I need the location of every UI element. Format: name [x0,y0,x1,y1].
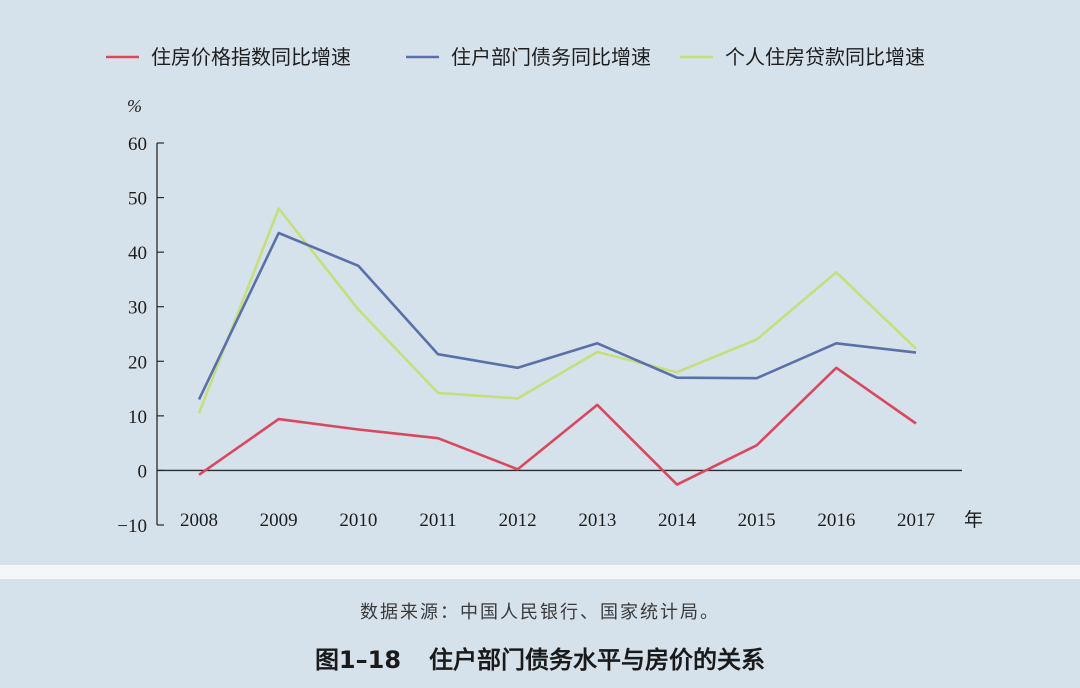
y-tick-label: 30 [128,298,147,319]
y-tick-label: 10 [128,407,147,428]
y-tick-label: 50 [128,189,147,210]
x-tick-label: 2012 [499,510,537,531]
x-tick-label: 2008 [180,510,218,531]
y-tick-label: 60 [128,134,147,155]
series-line-0 [198,366,917,486]
series-lines [197,207,917,486]
x-tick-label: 2009 [260,510,298,531]
y-tick-labels: 60 50 40 30 20 10 0 −10 [117,134,164,537]
series-line-1 [197,231,917,401]
legend: 住房价格指数同比增速 住户部门债务同比增速 个人住房贷款同比增速 [106,45,925,69]
x-tick-label: 2014 [658,510,697,531]
divider [0,565,1080,579]
legend-label: 住房价格指数同比增速 [151,45,351,69]
x-tick-label: 2011 [419,510,456,531]
x-unit-label: 年 [964,509,983,531]
x-tick-label: 2015 [738,510,776,531]
data-source-note: 数据来源：中国人民银行、国家统计局。 [360,602,720,623]
x-tick-label: 2010 [339,510,377,531]
series-line-2 [197,207,917,414]
figure-caption: 图1–18 住户部门债务水平与房价的关系 [0,640,1080,675]
x-tick-label: 2017 [897,510,935,531]
caption-panel [0,579,1080,688]
legend-label: 住户部门债务同比增速 [451,45,651,69]
y-tick-label: −10 [117,516,147,537]
x-tick-label: 2016 [817,510,855,531]
y-unit-label: % [127,96,142,116]
chart-panel: 住房价格指数同比增速 住户部门债务同比增速 个人住房贷款同比增速 % 2008 200… [106,45,984,537]
x-tick-label: 2013 [578,510,616,531]
figure-title-text: 住户部门债务水平与房价的关系 [429,646,766,674]
legend-label: 个人住房贷款同比增速 [725,45,925,69]
line-chart: 住房价格指数同比增速 住户部门债务同比增速 个人住房贷款同比增速 % 2008 200… [106,45,983,537]
y-tick-label: 0 [138,461,148,482]
figure-number: 图1–18 [314,646,402,674]
y-tick-label: 40 [128,243,147,264]
x-tick-labels: 2008 2009 2010 2011 2012 2013 2014 2015 2016 2017 [180,510,935,531]
y-tick-label: 20 [128,352,147,373]
axes [156,143,962,525]
